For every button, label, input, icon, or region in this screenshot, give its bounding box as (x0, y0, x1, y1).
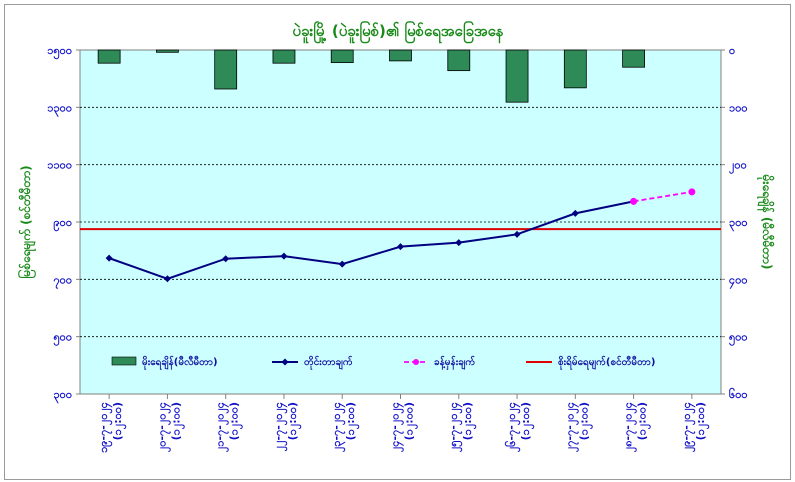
rainfall-bar (389, 49, 412, 62)
rainfall-bar (97, 49, 121, 64)
x-tick-date: ၁၉-၇-၂၀၂၄ (97, 402, 113, 453)
legend-marker-forecast (413, 359, 419, 365)
forecast-point (630, 197, 638, 205)
legend-label-danger: စိုးရိမ်ရေမျက်(စင်တီမီတာ) (558, 355, 655, 371)
rainfall-bar (622, 49, 645, 68)
right-axis-label: မိုးရေချိန် (မီလီမီတာ) (756, 174, 776, 270)
observed-point (163, 275, 171, 283)
rainfall-bar (214, 49, 238, 90)
left-tick-label: ၇၀၀ (53, 273, 72, 289)
left-tick-label: ၁၅၀၀ (47, 44, 72, 60)
rainfall-bar (156, 49, 179, 53)
left-tick-label: ၁၁၀၀ (47, 159, 72, 172)
x-tick-date: ၂၉-၇-၂၀၂၄ (680, 402, 696, 452)
rainfall-bar (272, 49, 296, 64)
forecast-line (633, 191, 693, 203)
x-tick-time: (၁၂:၀၀) (577, 402, 593, 440)
legend: မိုးရေချိန်(မီလီမီတာ) တိုင်းတာချက် ခန့်မှန… (111, 355, 655, 371)
x-tick-date: ၂၃-၇-၂၀၂၄ (330, 402, 346, 452)
right-tick-label: ၁၀၀ (729, 101, 748, 114)
left-tick-label: ၃၀၀ (53, 388, 72, 404)
x-tick-time: (၁၂:၀၀) (519, 402, 535, 440)
observed-point (222, 255, 230, 263)
right-tick-label: ၄၀၀ (729, 273, 748, 289)
right-tick-label: ၀ (729, 44, 735, 57)
x-tick-date: ၂၀-၇-၂၀၂၄ (155, 402, 171, 452)
left-tick-label: ၉၀၀ (53, 216, 72, 232)
legend-swatch-rainfall (111, 356, 137, 366)
x-tick-date: ၂၅-၇-၂၀၂၄ (447, 402, 463, 452)
forecast-point (688, 188, 696, 196)
gridlines (80, 106, 721, 338)
rainfall-bars (97, 49, 645, 103)
observed-series (105, 197, 638, 283)
rainfall-bar (330, 49, 354, 64)
observed-point (105, 254, 113, 262)
x-tick-time: (၁၂:၀၀) (403, 402, 419, 440)
observed-point (513, 230, 521, 238)
x-tick-time: (၁၂:၀၀) (694, 402, 710, 440)
left-tick-label: ၁၃၀၀ (47, 101, 72, 117)
x-tick-time: (၁၂:၀၀) (461, 402, 477, 440)
forecast-series (630, 188, 696, 205)
x-tick-time: (၁၂:၀၀) (169, 402, 185, 440)
observed-point (397, 243, 404, 251)
x-axis-ticks: ၁၉-၇-၂၀၂၄ (၁၂:၀၀) ၂၀-၇-၂၀၂၄ (၁၂:၀၀) ၂၁-၇-၂၀၂… (97, 394, 710, 453)
x-tick-date: ၂၈-၇-၂၀၂၄ (622, 402, 638, 452)
right-tick-label: ၅၀၀ (729, 331, 748, 347)
x-tick-date: ၂၆-၇-၂၀၂၄ (505, 402, 521, 452)
x-tick-time: (၁၂:၀၀) (286, 402, 302, 440)
legend-label-observed: တိုင်းတာချက် (304, 355, 353, 371)
observed-point (338, 260, 346, 268)
rainfall-bar (563, 49, 587, 89)
rainfall-bar (505, 49, 529, 103)
x-tick-date: ၂၂-၇-၂၀၂၄ (272, 402, 288, 451)
rainfall-bar (447, 49, 471, 72)
right-tick-label: ၂၀၀ (729, 159, 747, 175)
x-tick-time: (၁၂:၀၀) (111, 402, 127, 440)
right-tick-label: ၃၀၀ (729, 216, 748, 232)
left-tick-label: ၅၀၀ (53, 331, 72, 347)
legend-label-forecast: ခန့်မှန်းချက် (434, 355, 475, 371)
x-tick-date: ၂၇-၇-၂၀၂၄ (563, 402, 579, 452)
right-tick-label: ၆၀၀ (729, 388, 748, 401)
chart-title: ပဲခူးမြို့ (ပဲခူးမြစ်)၏ မြစ်ရေအခြေအနေ (292, 20, 503, 44)
observed-point (280, 252, 288, 260)
x-tick-time: (၁၂:၀၀) (344, 402, 360, 440)
legend-label-rainfall: မိုးရေချိန်(မီလီမီတာ) (142, 355, 218, 371)
x-tick-date: ၂၄-၇-၂၀၂၄ (389, 402, 405, 452)
observed-point (571, 209, 579, 217)
x-tick-time: (၁၂:၀၀) (636, 402, 652, 440)
legend-marker-observed (281, 358, 289, 366)
observed-point (455, 239, 463, 247)
x-tick-time: (၁၂:၀၀) (228, 402, 244, 440)
x-tick-date: ၂၁-၇-၂၀၂၄ (214, 402, 230, 452)
observed-line (108, 200, 634, 280)
left-axis-label: မြစ်ရေမျက် (စင်တီမီတာ) (16, 165, 37, 278)
